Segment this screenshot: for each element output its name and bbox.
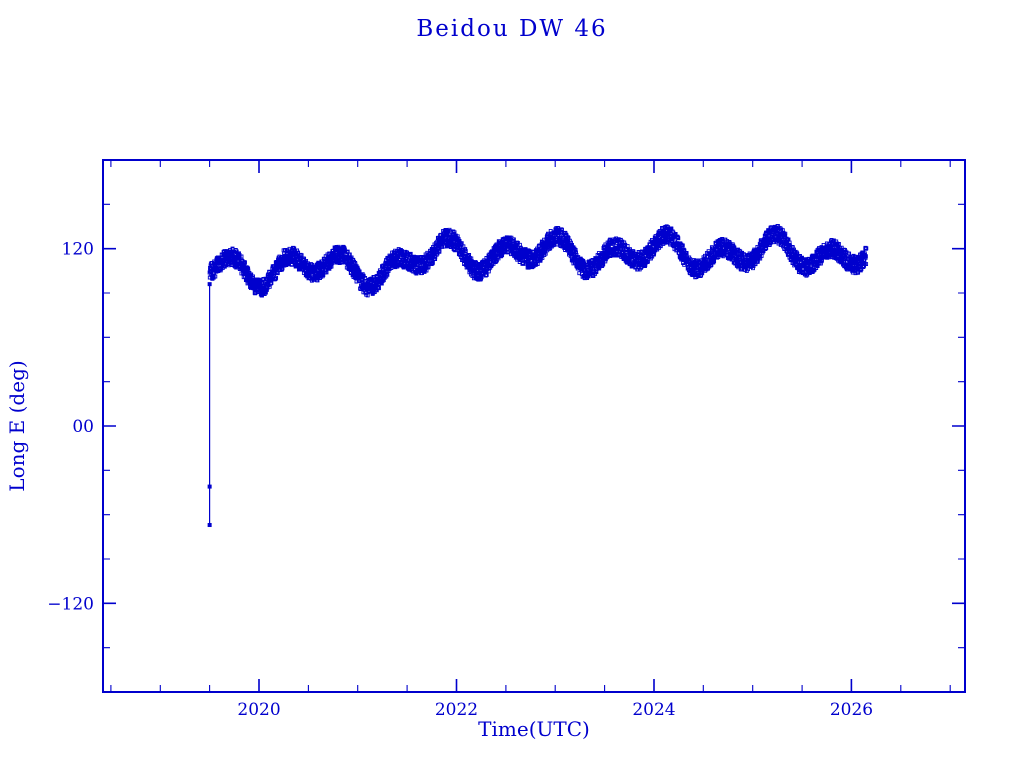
x-tick-label: 2020: [237, 700, 280, 720]
y-tick-label: 00: [72, 417, 94, 437]
x-tick-label: 2024: [632, 700, 675, 720]
scatter-points-geo-longitude-band: [207, 224, 869, 298]
y-tick-label: 120: [62, 240, 94, 260]
major-ticks: [103, 160, 965, 692]
data-points-layer: [207, 224, 869, 528]
y-axis-label: Long E (deg): [5, 360, 29, 491]
point-launch-drift-track: [207, 523, 212, 528]
axes-layer: [102, 159, 966, 693]
point-launch-drift-track: [207, 484, 212, 489]
x-axis-label: Time(UTC): [478, 717, 590, 741]
tick-labels-layer: 2020 2022 2024 2026 120 00 −120: [47, 240, 873, 720]
point-launch-drift-track: [207, 282, 212, 287]
y-tick-label: −120: [47, 594, 94, 614]
minor-ticks: [103, 160, 965, 692]
x-tick-label: 2026: [830, 700, 873, 720]
chart-title: Beidou DW 46: [416, 16, 607, 42]
x-tick-label: 2022: [435, 700, 478, 720]
